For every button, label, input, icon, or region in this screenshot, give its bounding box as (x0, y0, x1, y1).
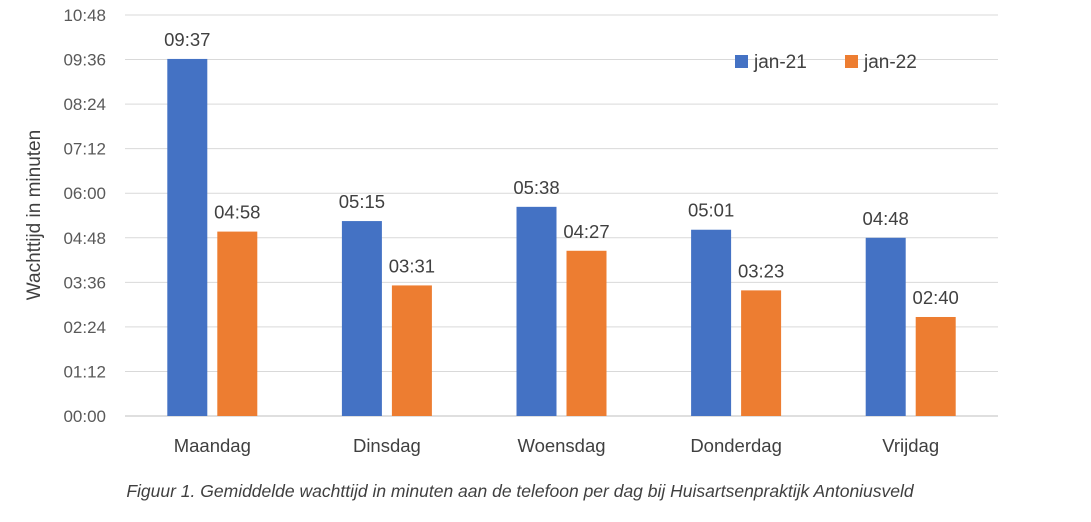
data-label: 04:58 (214, 202, 260, 223)
x-axis-ticks: Maandag Dinsdag Woensdag Donderdag Vrijdag (174, 435, 939, 456)
data-label: 09:37 (164, 29, 210, 50)
data-label: 04:27 (563, 221, 609, 242)
data-label: 04:48 (863, 208, 909, 229)
data-label: 05:38 (513, 177, 559, 198)
legend-swatch (735, 55, 748, 68)
bar (691, 229, 732, 416)
legend-swatch (845, 55, 858, 68)
data-label: 03:23 (738, 260, 784, 281)
y-tick-label: 00:00 (63, 407, 106, 426)
bar (566, 250, 607, 416)
y-axis-ticks: 00:00 01:12 02:24 03:36 04:48 06:00 07:12 08:24… (63, 6, 106, 426)
bar (865, 237, 906, 416)
y-axis-label: Wachttijd in minuten (24, 130, 45, 300)
legend: jan-21 jan-22 (735, 52, 917, 73)
bar (217, 231, 258, 416)
data-label: 02:40 (913, 287, 959, 308)
y-tick-label: 07:12 (63, 140, 106, 159)
bar (516, 206, 557, 416)
bar (741, 290, 782, 416)
y-tick-label: 10:48 (63, 6, 106, 25)
y-tick-label: 01:12 (63, 362, 106, 381)
y-tick-label: 06:00 (63, 184, 106, 203)
data-label: 03:31 (389, 255, 435, 276)
gridlines (125, 14, 998, 417)
y-tick-label: 04:48 (63, 229, 106, 248)
bar (915, 316, 956, 416)
y-tick-label: 03:36 (63, 273, 106, 292)
y-tick-label: 08:24 (63, 95, 106, 114)
bar (341, 221, 382, 416)
legend-label: jan-22 (863, 52, 917, 73)
bar (391, 285, 432, 416)
data-label: 05:01 (688, 200, 734, 221)
x-tick-label: Maandag (174, 435, 251, 456)
data-labels: 09:37 04:58 05:15 03:31 05:38 04:27 05:01 03:23… (164, 29, 959, 308)
data-label: 05:15 (339, 191, 385, 212)
x-tick-label: Woensdag (517, 435, 605, 456)
bars (167, 58, 956, 416)
y-tick-label: 09:36 (63, 51, 106, 70)
x-tick-label: Dinsdag (353, 435, 421, 456)
bar (167, 58, 208, 416)
figure-caption: Figuur 1. Gemiddelde wachttijd in minute… (126, 481, 914, 501)
x-tick-label: Vrijdag (882, 435, 939, 456)
y-tick-label: 02:24 (63, 318, 106, 337)
bar-chart: 00:00 01:12 02:24 03:36 04:48 06:00 07:12 08:24… (24, 6, 998, 456)
x-tick-label: Donderdag (690, 435, 782, 456)
legend-label: jan-21 (753, 52, 807, 73)
